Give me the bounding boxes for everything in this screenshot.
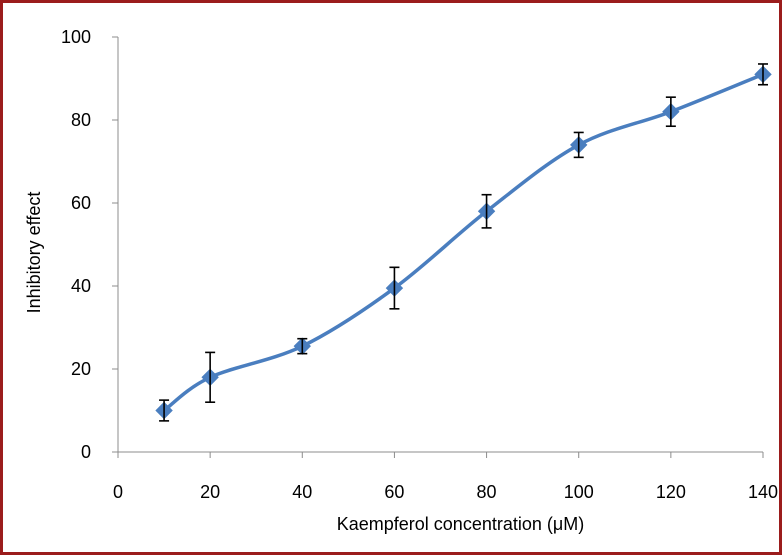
error-bar (758, 63, 768, 86)
x-axis-title: Kaempferol concentration (μM) (337, 514, 584, 534)
y-axis-title: Inhibitory effect (24, 192, 44, 314)
y-tick-label: 20 (71, 359, 91, 379)
y-tick-label: 60 (71, 193, 91, 213)
error-bar (159, 399, 170, 422)
y-axis-ticks: 0 20 40 60 80 100 (61, 27, 118, 462)
error-bar (389, 266, 400, 310)
y-tick-label: 100 (61, 27, 91, 47)
x-tick-label: 0 (113, 482, 123, 502)
error-bar (297, 337, 308, 355)
error-bar (481, 193, 492, 229)
x-tick-label: 20 (200, 482, 220, 502)
x-tick-label: 40 (292, 482, 312, 502)
y-tick-label: 0 (81, 442, 91, 462)
axes (117, 37, 763, 453)
series-layer (155, 63, 772, 422)
x-tick-label: 60 (384, 482, 404, 502)
x-tick-label: 80 (477, 482, 497, 502)
error-bar (665, 96, 676, 128)
x-tick-label: 120 (656, 482, 686, 502)
x-tick-label: 100 (564, 482, 594, 502)
x-tick-label: 140 (748, 482, 778, 502)
y-tick-label: 40 (71, 276, 91, 296)
y-tick-label: 80 (71, 110, 91, 130)
series-line (162, 72, 765, 413)
error-bar (205, 351, 216, 404)
error-bar (573, 131, 584, 159)
x-axis-ticks: 0 20 40 60 80 100 120 140 (113, 452, 778, 502)
